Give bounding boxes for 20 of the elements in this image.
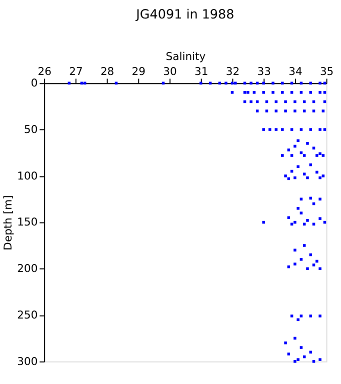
- y-tick-label: 50: [24, 122, 38, 136]
- y-tick-label: 200: [17, 262, 38, 276]
- x-tick-label: 34: [288, 64, 302, 78]
- y-tick-label: 100: [17, 169, 38, 182]
- y-tick-label: 300: [17, 354, 38, 368]
- y-axis-title: Depth [m]: [1, 195, 14, 250]
- x-tick-label: 30: [163, 64, 178, 78]
- x-tick-label: 35: [320, 64, 334, 78]
- y-tick-label: 150: [17, 216, 38, 229]
- x-tick-label: 27: [69, 64, 83, 78]
- chart-title: JG4091 in 1988: [135, 7, 234, 22]
- x-tick-label: 29: [132, 64, 146, 78]
- x-tick-label: 28: [100, 64, 114, 78]
- x-tick-label: 31: [194, 64, 208, 78]
- y-tick-label: 0: [30, 76, 38, 90]
- x-tick-label: 26: [38, 64, 52, 78]
- x-tick-label: 33: [257, 64, 271, 78]
- x-axis-title: Salinity: [166, 50, 206, 64]
- y-tick-label: 250: [17, 308, 38, 322]
- x-tick-label: 32: [226, 64, 240, 78]
